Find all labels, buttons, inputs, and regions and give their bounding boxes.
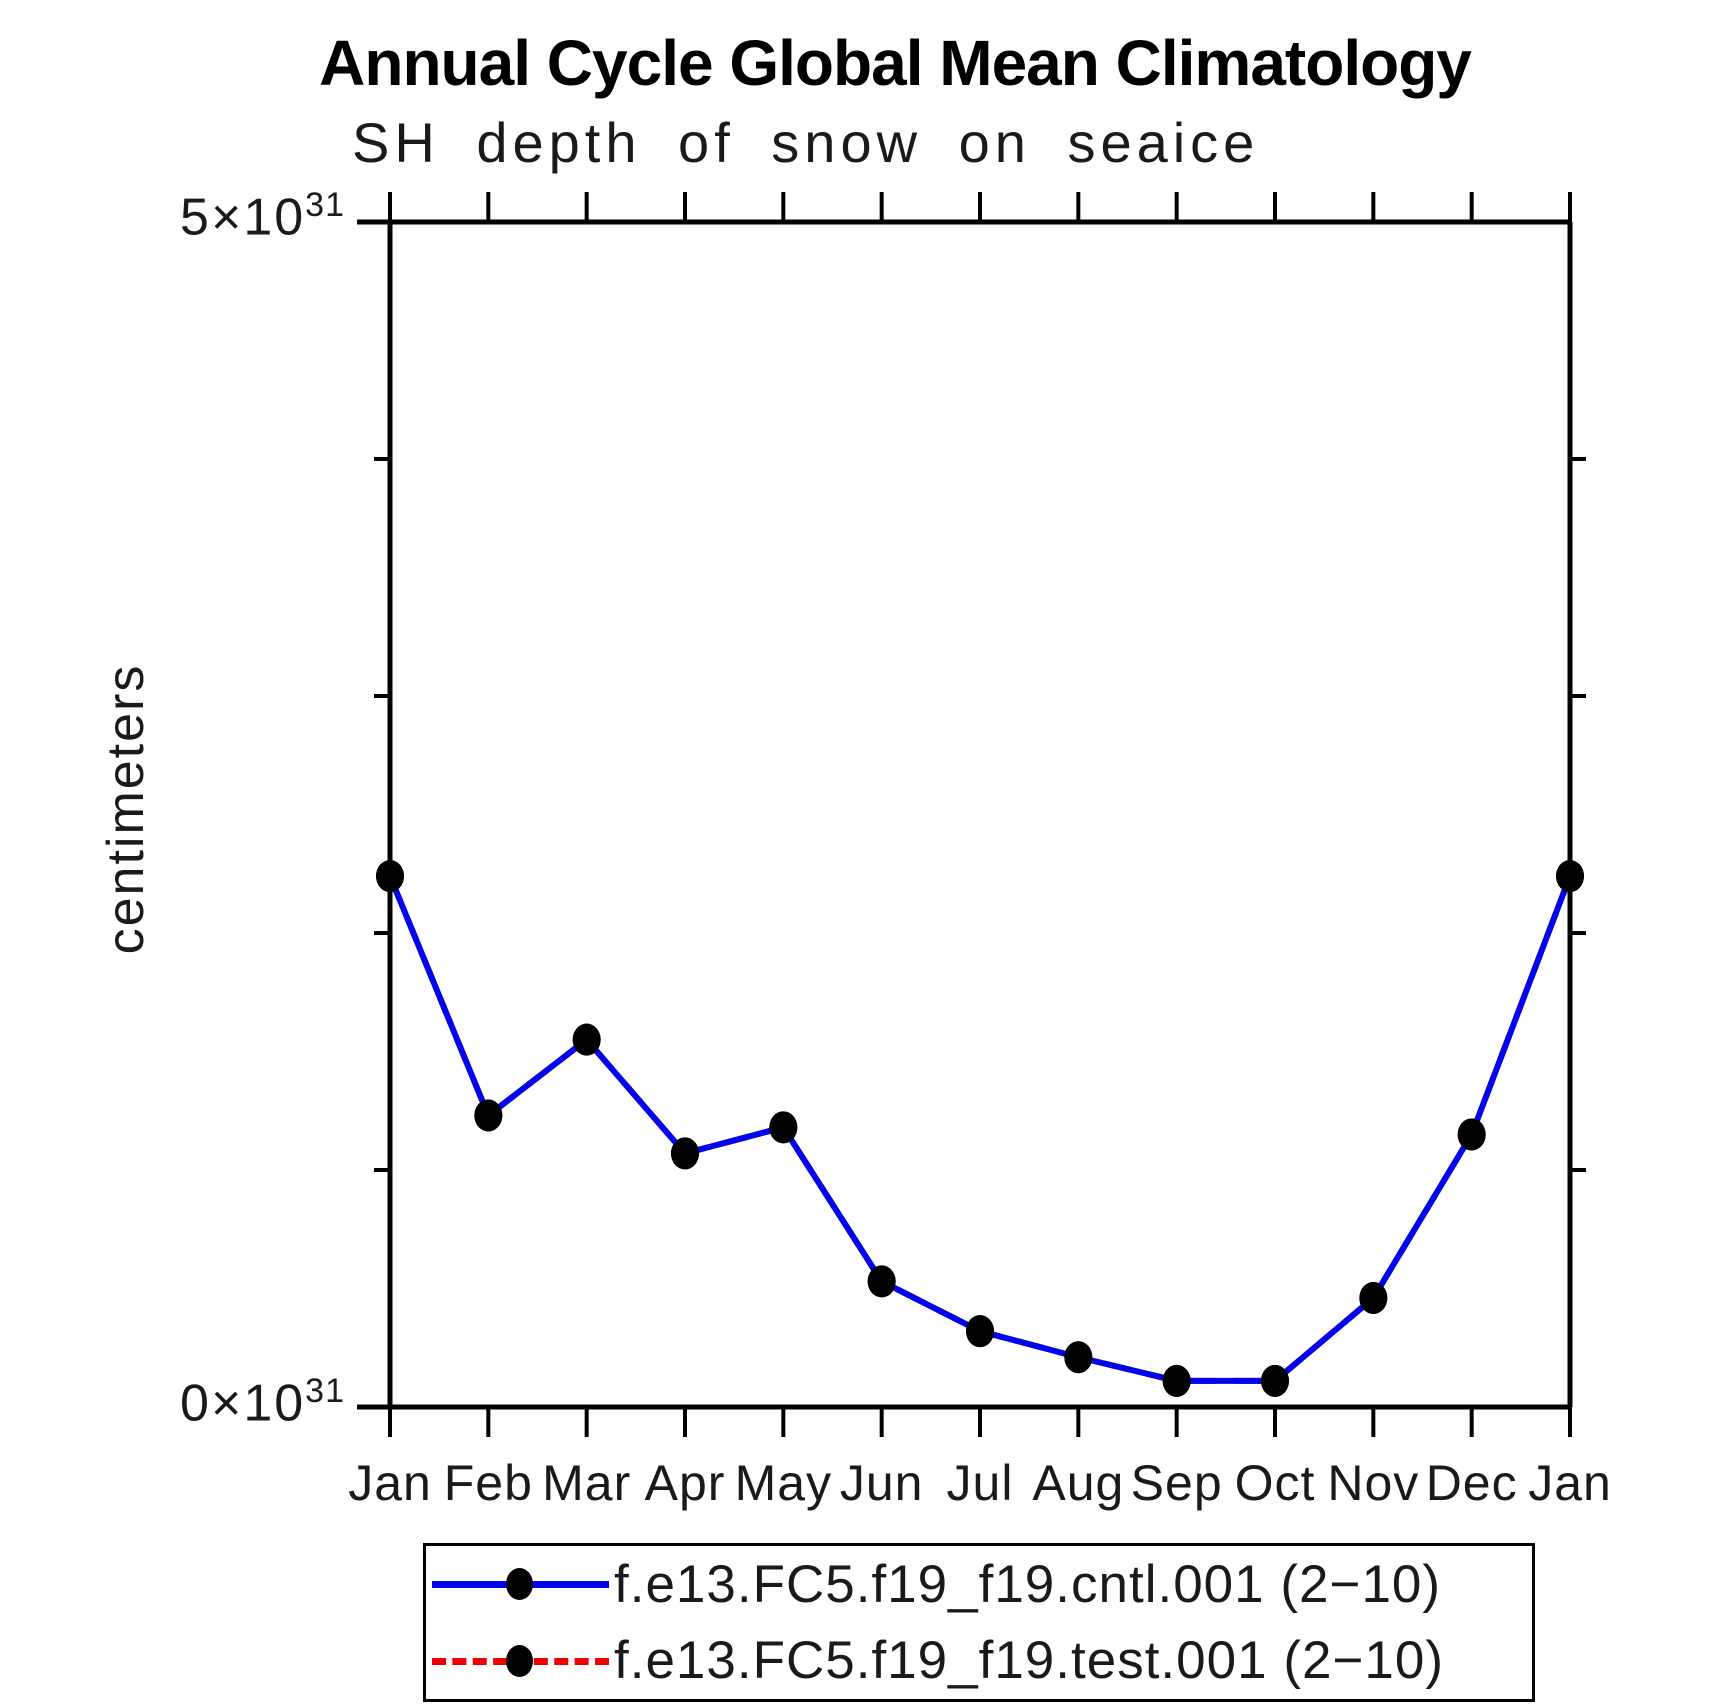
- series-line-test: [387, 874, 1573, 1384]
- legend-label-cntl: f.e13.FC5.f19_f19.cntl.001 (2−10): [614, 1554, 1442, 1614]
- x-tick-label: Nov: [1327, 1455, 1419, 1511]
- x-tick-label: Sep: [1131, 1455, 1223, 1511]
- data-point-marker: [1162, 1364, 1191, 1397]
- legend-entry-cntl: f.e13.FC5.f19_f19.cntl.001 (2−10): [426, 1546, 1532, 1622]
- data-point-marker: [572, 1023, 601, 1056]
- x-tick-label: Dec: [1426, 1455, 1518, 1511]
- data-point-marker: [671, 1137, 699, 1170]
- circle-marker-icon: [506, 1568, 533, 1601]
- data-point-marker: [474, 1099, 503, 1132]
- x-tick-label: Oct: [1235, 1455, 1316, 1511]
- y-axis-max-mantissa: 5×10: [180, 188, 306, 247]
- x-tick-label: Mar: [542, 1455, 631, 1511]
- x-tick-label: Jan: [1528, 1455, 1612, 1511]
- x-tick-label: May: [735, 1455, 832, 1511]
- y-axis-max-exponent: 31: [305, 186, 345, 224]
- x-tick-label: Jul: [947, 1455, 1014, 1511]
- x-tick-label: Feb: [444, 1455, 533, 1511]
- legend-swatch-cntl: [432, 1567, 609, 1601]
- circle-marker-icon: [506, 1644, 533, 1677]
- legend-swatch-test: [432, 1644, 609, 1678]
- chart-title: Annual Cycle Global Mean Climatology: [319, 27, 1472, 99]
- x-tick-label: Apr: [645, 1455, 726, 1511]
- x-tick-label: Jun: [840, 1455, 924, 1511]
- x-tick-label: Jan: [348, 1455, 432, 1511]
- series-line-cntl: [387, 874, 1573, 1384]
- legend-box: f.e13.FC5.f19_f19.cntl.001 (2−10) f.e13.…: [423, 1543, 1535, 1702]
- y-axis-min-exponent: 31: [305, 1372, 345, 1410]
- x-tick-label: Aug: [1032, 1455, 1124, 1511]
- y-axis-min-mantissa: 0×10: [180, 1374, 306, 1433]
- data-point-marker: [1064, 1341, 1093, 1374]
- data-point-marker: [376, 860, 404, 893]
- data-point-marker: [1457, 1118, 1486, 1151]
- legend-entry-test: f.e13.FC5.f19_f19.test.001 (2−10): [426, 1623, 1532, 1699]
- data-point-marker: [867, 1265, 896, 1298]
- y-axis-min-tick-label: 0×1031: [90, 1372, 345, 1433]
- legend-label-test: f.e13.FC5.f19_f19.test.001 (2−10): [614, 1631, 1444, 1691]
- chart-subtitle: SH depth of snow on seaice: [352, 111, 1260, 174]
- data-point-marker: [1261, 1364, 1289, 1397]
- data-point-marker: [769, 1111, 798, 1144]
- data-point-marker: [1556, 860, 1584, 893]
- data-point-marker: [1359, 1281, 1388, 1314]
- data-point-marker: [966, 1315, 994, 1348]
- y-axis-max-tick-label: 5×1031: [90, 186, 345, 247]
